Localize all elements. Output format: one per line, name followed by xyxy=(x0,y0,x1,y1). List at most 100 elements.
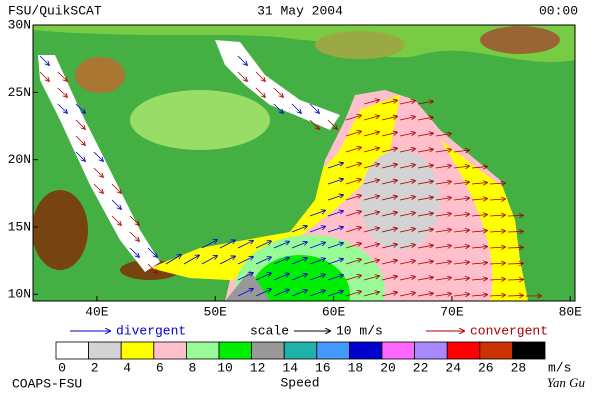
y-tick-label: 10N xyxy=(8,287,31,302)
wind-arrow xyxy=(381,260,397,265)
wind-arrow xyxy=(453,294,469,296)
wind-arrow xyxy=(309,243,325,249)
x-tick-label: 80E xyxy=(559,304,583,319)
wind-arrow xyxy=(291,226,307,233)
wind-arrow xyxy=(399,213,415,217)
wind-arrow xyxy=(435,182,451,184)
colorbar-swatch xyxy=(120,341,155,360)
wind-arrow xyxy=(291,242,307,249)
divergent-label: divergent xyxy=(116,323,186,338)
colorbar-swatch xyxy=(446,341,481,360)
wind-arrow xyxy=(75,135,85,145)
wind-arrow xyxy=(471,167,487,168)
wind-arrow xyxy=(363,228,379,233)
wind-arrow xyxy=(327,119,337,129)
sea-speed-band xyxy=(440,140,528,301)
wind-arrow xyxy=(363,132,379,137)
wind-arrow xyxy=(489,295,505,296)
wind-arrow xyxy=(381,212,397,217)
highland xyxy=(315,31,405,59)
wind-arrow xyxy=(237,241,253,249)
wind-arrow xyxy=(453,262,469,264)
wind-arrow xyxy=(345,179,361,185)
land-highlight xyxy=(33,25,575,63)
wind-arrow xyxy=(39,55,49,65)
sea-speed-band xyxy=(225,270,270,301)
wind-arrow xyxy=(399,245,415,249)
wind-arrow xyxy=(507,263,523,264)
footer-right: Yan Gu xyxy=(547,375,586,390)
wind-arrow xyxy=(381,180,397,185)
map-area xyxy=(33,25,575,301)
wind-arrow xyxy=(399,229,415,233)
wind-arrow xyxy=(507,215,523,216)
wind-arrow xyxy=(399,293,415,297)
wind-arrow xyxy=(435,198,451,200)
wind-arrow xyxy=(237,257,253,265)
wind-arrow xyxy=(489,215,505,216)
wind-arrow xyxy=(363,116,379,121)
wind-arrow xyxy=(507,295,523,296)
wind-arrow xyxy=(57,71,67,81)
wind-arrow xyxy=(273,274,289,281)
wind-arrow xyxy=(255,241,271,249)
wind-arrow xyxy=(381,132,397,137)
wind-arrow xyxy=(417,245,433,249)
wind-arrow xyxy=(345,147,361,153)
wind-arrow xyxy=(309,103,319,113)
wind-arrow xyxy=(417,197,433,201)
date: 31 May 2004 xyxy=(257,3,343,18)
wind-arrow xyxy=(309,291,325,297)
wind-arrow xyxy=(471,215,487,216)
wind-arrow xyxy=(93,183,103,193)
wind-arrow xyxy=(381,228,397,233)
wind-arrow xyxy=(381,148,397,153)
colorbar-swatch xyxy=(479,341,513,360)
wind-arrow xyxy=(291,258,307,265)
wind-arrow xyxy=(273,242,289,249)
wind-arrow xyxy=(345,227,361,233)
wind-arrow xyxy=(327,211,343,217)
wind-arrow xyxy=(489,199,505,200)
highland xyxy=(75,57,125,93)
sea-speed-band xyxy=(150,95,400,300)
wind-arrow xyxy=(147,263,157,273)
wind-arrow xyxy=(75,151,85,161)
time: 00:00 xyxy=(539,3,578,18)
wind-arrow xyxy=(345,259,361,265)
wind-arrow xyxy=(201,240,217,249)
wind-arrow xyxy=(327,163,343,169)
wind-arrow xyxy=(183,255,199,265)
colorbar-tick-label: 14 xyxy=(282,360,298,375)
wind-arrow xyxy=(363,292,379,297)
wind-arrow xyxy=(363,196,379,201)
wind-arrow xyxy=(471,183,487,184)
x-tick-label: 60E xyxy=(322,304,346,319)
wind-arrow xyxy=(309,119,319,129)
wind-arrow xyxy=(453,246,469,248)
wind-arrow xyxy=(399,117,415,121)
wind-arrow xyxy=(471,295,487,296)
wind-arrow xyxy=(291,103,301,113)
colorbar-tick-label: 26 xyxy=(478,360,494,375)
wind-arrow xyxy=(219,256,235,265)
wind-arrow xyxy=(57,87,67,97)
colorbar-tick-label: 22 xyxy=(413,360,429,375)
wind-arrow xyxy=(489,183,505,184)
colorbar-swatch xyxy=(283,341,318,360)
wind-arrow xyxy=(417,277,433,281)
wind-arrow xyxy=(237,55,247,65)
wind-arrow xyxy=(327,179,343,185)
wind-arrow xyxy=(417,101,433,105)
y-tick-label: 20N xyxy=(8,152,31,167)
colorbar-swatch xyxy=(381,341,415,360)
wind-arrow xyxy=(363,260,379,265)
wind-arrow xyxy=(417,293,433,297)
x-tick-label: 70E xyxy=(440,304,464,319)
wind-arrow xyxy=(435,166,451,168)
colorbar-tick-label: 4 xyxy=(123,360,131,375)
colorbar-unit: m/s xyxy=(548,360,571,375)
colorbar-tick-label: 6 xyxy=(156,360,164,375)
wind-arrow xyxy=(417,133,433,137)
wind-arrow xyxy=(417,229,433,233)
